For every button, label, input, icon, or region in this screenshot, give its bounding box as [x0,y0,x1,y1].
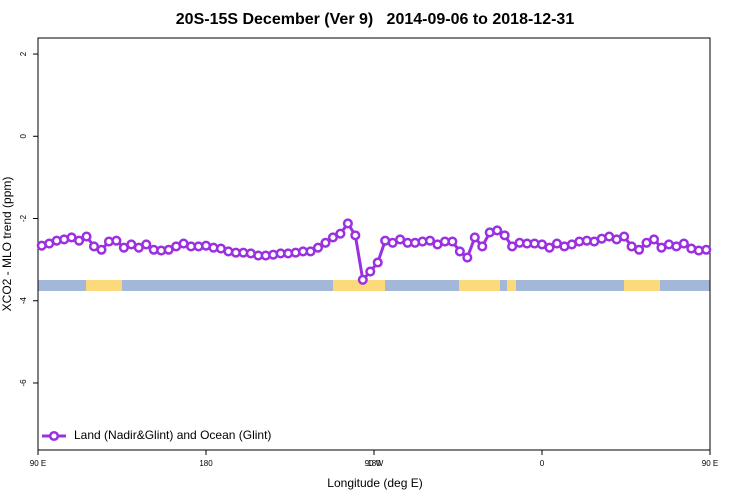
point [701,244,712,255]
x-axis-label: Longitude (deg E) [327,476,422,490]
point [648,234,660,245]
point [350,230,361,241]
land-band [333,280,385,291]
point [454,246,465,257]
surface-band [38,280,710,291]
x-tick-label: 90 W [365,459,384,468]
x-tick-label: 90 E [30,459,46,468]
point [424,235,436,246]
y-tick-label: 2 [19,51,28,56]
point [335,228,346,239]
point [544,242,555,253]
y-tick-label: 0 [19,133,28,138]
point [477,241,488,252]
point [327,232,338,243]
land-band [507,280,516,291]
point [74,235,85,246]
point [312,242,324,253]
point [619,231,630,242]
point [634,244,645,255]
point [305,246,316,257]
point [507,241,518,252]
y-tick-label: -2 [19,214,28,222]
chart-title: 20S-15S December (Ver 9) 2014-09-06 to 2… [176,11,575,28]
x-tick-label: 180 [199,459,213,468]
y-tick-label: -4 [19,297,28,305]
land-band [459,280,500,291]
point [342,218,353,229]
point [469,232,480,243]
point [96,244,107,255]
legend-marker [48,430,60,442]
point [320,237,331,248]
point [81,231,92,242]
point [372,257,383,268]
point [678,238,689,249]
point [365,266,376,277]
point [462,252,473,263]
x-tick-label: 90 E [702,459,718,468]
point [111,235,122,246]
y-axis-label: XCO2 - MLO trend (ppm) [0,177,14,312]
land-band [86,280,122,291]
point [499,230,510,241]
point [447,236,458,247]
land-band [624,280,660,291]
point [357,274,368,285]
y-tick-label: -6 [19,379,28,387]
x-tick-label: 180 [367,459,381,468]
x-tick-label: 0 [540,459,545,468]
legend-label: Land (Nadir&Glint) and Ocean (Glint) [74,428,271,442]
point [141,239,152,250]
point [492,225,503,236]
